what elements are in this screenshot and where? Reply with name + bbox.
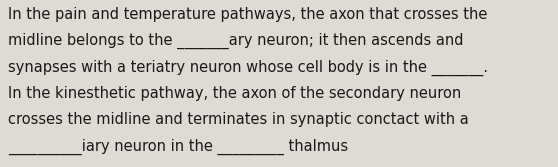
Text: __________iary neuron in the _________ thalmus: __________iary neuron in the _________ t…	[8, 139, 349, 155]
Text: In the pain and temperature pathways, the axon that crosses the: In the pain and temperature pathways, th…	[8, 7, 488, 22]
Text: In the kinesthetic pathway, the axon of the secondary neuron: In the kinesthetic pathway, the axon of …	[8, 86, 461, 101]
Text: crosses the midline and terminates in synaptic conctact with a: crosses the midline and terminates in sy…	[8, 112, 469, 127]
Text: synapses with a teriatry neuron whose cell body is in the _______.: synapses with a teriatry neuron whose ce…	[8, 59, 488, 76]
Text: midline belongs to the _______ary neuron; it then ascends and: midline belongs to the _______ary neuron…	[8, 33, 464, 49]
